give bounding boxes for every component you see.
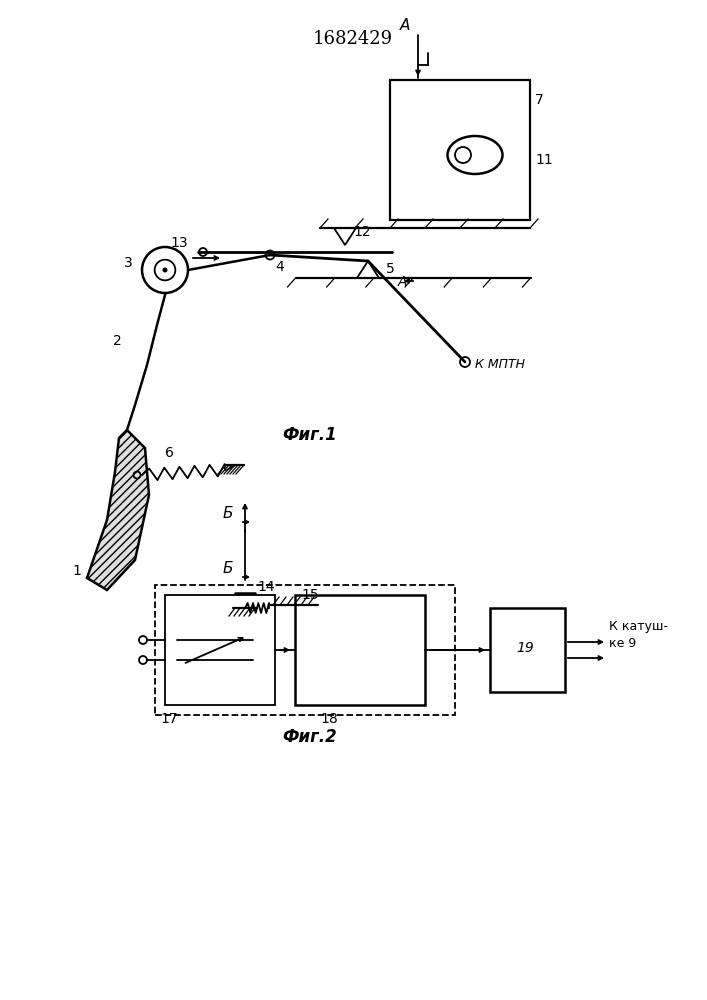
Circle shape bbox=[455, 147, 471, 163]
Text: 13: 13 bbox=[170, 236, 187, 250]
Text: 1682429: 1682429 bbox=[313, 30, 393, 48]
Text: 6: 6 bbox=[165, 446, 174, 460]
Text: A: A bbox=[400, 18, 410, 33]
Text: 15: 15 bbox=[301, 588, 319, 602]
Text: 3: 3 bbox=[124, 256, 133, 270]
Text: 19: 19 bbox=[517, 641, 534, 655]
Bar bbox=[165, 595, 275, 705]
Text: 5: 5 bbox=[386, 262, 395, 276]
Polygon shape bbox=[87, 430, 149, 590]
Bar bbox=[155, 585, 455, 715]
Text: 12: 12 bbox=[353, 225, 370, 239]
Text: 4: 4 bbox=[275, 260, 284, 274]
Circle shape bbox=[163, 267, 168, 272]
Text: 17: 17 bbox=[160, 712, 177, 726]
Text: Б: Б bbox=[223, 561, 233, 576]
Bar bbox=[295, 595, 425, 705]
Text: Фиг.2: Фиг.2 bbox=[283, 728, 337, 746]
Text: 11: 11 bbox=[535, 153, 553, 167]
Bar bbox=[490, 608, 565, 692]
Text: Фиг.1: Фиг.1 bbox=[283, 426, 337, 444]
Bar bbox=[390, 80, 530, 220]
Text: Б: Б bbox=[223, 506, 233, 521]
Text: 1: 1 bbox=[72, 564, 81, 578]
Text: К катуш-: К катуш- bbox=[609, 620, 668, 633]
Text: ке 9: ке 9 bbox=[609, 637, 636, 650]
Text: A: A bbox=[398, 275, 407, 289]
Text: 2: 2 bbox=[113, 334, 122, 348]
Text: К МПТН: К МПТН bbox=[475, 358, 525, 371]
Text: 14: 14 bbox=[257, 580, 274, 594]
Text: 7: 7 bbox=[535, 93, 544, 107]
Text: 18: 18 bbox=[320, 712, 338, 726]
